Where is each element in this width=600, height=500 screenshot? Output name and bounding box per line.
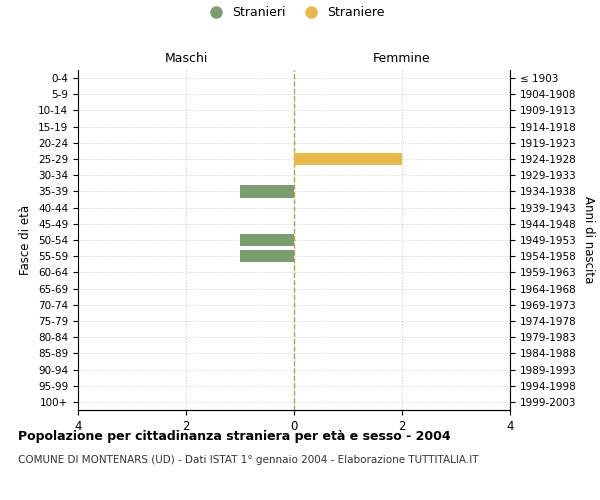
Legend: Stranieri, Straniere: Stranieri, Straniere	[199, 2, 389, 24]
Y-axis label: Anni di nascita: Anni di nascita	[582, 196, 595, 284]
Text: COMUNE DI MONTENARS (UD) - Dati ISTAT 1° gennaio 2004 - Elaborazione TUTTITALIA.: COMUNE DI MONTENARS (UD) - Dati ISTAT 1°…	[18, 455, 479, 465]
Bar	[240, 186, 294, 198]
Bar	[240, 250, 294, 262]
Y-axis label: Fasce di età: Fasce di età	[19, 205, 32, 275]
Text: Maschi: Maschi	[164, 52, 208, 65]
Text: Femmine: Femmine	[373, 52, 431, 65]
Text: Popolazione per cittadinanza straniera per età e sesso - 2004: Popolazione per cittadinanza straniera p…	[18, 430, 451, 443]
Bar	[240, 234, 294, 246]
Bar	[294, 153, 402, 165]
